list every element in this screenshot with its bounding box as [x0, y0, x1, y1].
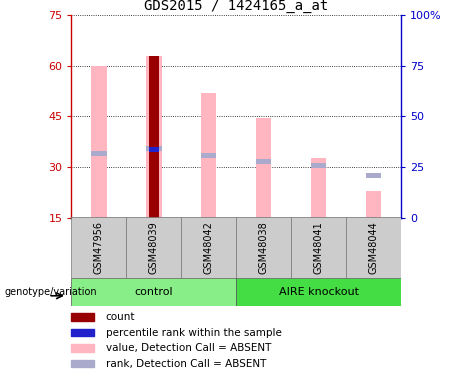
Bar	[201, 93, 217, 218]
Title: GDS2015 / 1424165_a_at: GDS2015 / 1424165_a_at	[144, 0, 328, 13]
Text: GSM48042: GSM48042	[204, 221, 214, 274]
Bar	[149, 147, 159, 152]
Text: control: control	[135, 286, 173, 297]
Bar	[71, 217, 126, 278]
Text: GSM47956: GSM47956	[94, 221, 104, 274]
Text: GSM48044: GSM48044	[369, 221, 378, 274]
Bar	[236, 217, 291, 278]
Bar	[291, 217, 346, 278]
Bar	[146, 146, 161, 151]
Text: percentile rank within the sample: percentile rank within the sample	[106, 328, 282, 338]
Bar	[149, 56, 159, 217]
Bar	[91, 151, 106, 156]
Bar	[71, 360, 95, 367]
Text: AIRE knockout: AIRE knockout	[278, 286, 359, 297]
Text: genotype/variation: genotype/variation	[5, 286, 97, 297]
Text: GSM48038: GSM48038	[259, 221, 269, 274]
Bar	[181, 217, 236, 278]
Text: count: count	[106, 312, 135, 322]
Bar	[346, 217, 401, 278]
Text: GSM48041: GSM48041	[313, 221, 324, 274]
Text: value, Detection Call = ABSENT: value, Detection Call = ABSENT	[106, 343, 271, 353]
Bar	[71, 344, 95, 352]
Bar	[236, 278, 401, 306]
Text: GSM48039: GSM48039	[149, 221, 159, 274]
Bar	[71, 278, 236, 306]
Bar	[256, 118, 272, 218]
Bar	[146, 56, 161, 217]
Bar	[71, 329, 95, 336]
Bar	[201, 153, 217, 158]
Bar	[366, 190, 381, 217]
Bar	[126, 217, 181, 278]
Bar	[311, 163, 326, 168]
Bar	[256, 159, 272, 164]
Bar	[91, 66, 106, 218]
Bar	[311, 158, 326, 218]
Text: rank, Detection Call = ABSENT: rank, Detection Call = ABSENT	[106, 358, 266, 369]
Bar	[366, 173, 381, 178]
Bar	[71, 314, 95, 321]
